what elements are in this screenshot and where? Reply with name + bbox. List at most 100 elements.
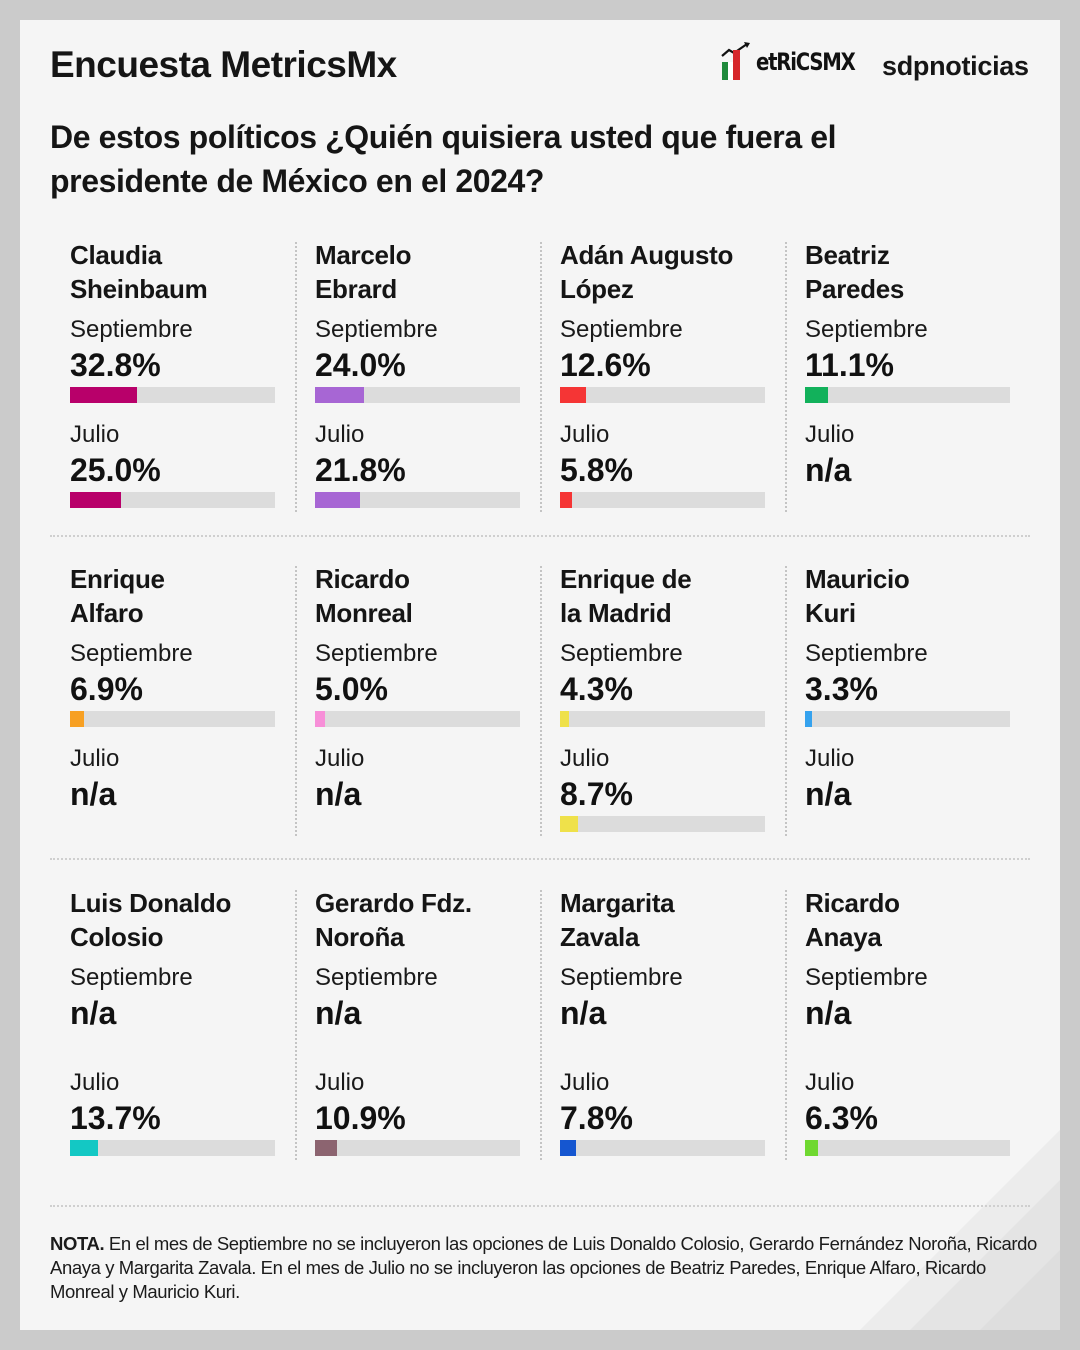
period-label-septiembre: Septiembre — [805, 964, 928, 991]
period-label-julio: Julio — [315, 745, 365, 772]
column-divider — [295, 242, 297, 512]
bar-track-julio — [560, 492, 765, 508]
bar-fill-septiembre — [560, 387, 586, 403]
bar-track-septiembre — [315, 387, 520, 403]
candidate-name-line: Paredes — [805, 274, 905, 304]
bar-fill-septiembre — [805, 387, 828, 403]
value-label-julio: 13.7% — [70, 1100, 161, 1136]
value-label-julio: n/a — [315, 776, 362, 812]
bar-fill-julio — [70, 492, 122, 508]
candidate-card: Enrique de la Madrid Septiembre 4.3% Julio 8.… — [540, 562, 765, 852]
bar-track-julio — [805, 1140, 1010, 1156]
trend-arrow-flag-icon — [721, 42, 750, 80]
value-label-julio: n/a — [70, 776, 117, 812]
candidate-name-line: Enrique de — [560, 564, 692, 594]
candidate-name-line: Zavala — [560, 922, 640, 952]
bar-fill-julio — [315, 492, 360, 508]
candidate-name-line: Sheinbaum — [70, 274, 208, 304]
value-label-septiembre: 12.6% — [560, 347, 651, 383]
candidate-name-line: Beatriz — [805, 240, 890, 270]
period-label-septiembre: Septiembre — [70, 640, 193, 667]
bar-fill-septiembre — [805, 711, 812, 727]
column-divider — [540, 890, 542, 1160]
period-label-septiembre: Septiembre — [560, 640, 683, 667]
metricsmx-logo: etRiCSMX — [720, 40, 880, 84]
candidate-name: Adán Augusto López — [560, 238, 775, 306]
candidate-row: Luis Donaldo Colosio Septiembre n/a Julio 13.… — [50, 886, 1030, 1210]
value-label-julio: 6.3% — [805, 1100, 878, 1136]
candidate-card: Enrique Alfaro Septiembre 6.9% Julio n/a — [50, 562, 275, 852]
value-label-septiembre: n/a — [560, 995, 607, 1031]
period-label-julio: Julio — [560, 421, 610, 448]
candidate-name-line: Adán Augusto — [560, 240, 734, 270]
row-divider — [50, 535, 1030, 537]
period-label-septiembre: Septiembre — [560, 316, 683, 343]
footer-divider — [50, 1205, 1030, 1207]
candidate-name: Margarita Zavala — [560, 886, 775, 954]
candidate-name: Beatriz Paredes — [805, 238, 1020, 306]
value-label-septiembre: n/a — [70, 995, 117, 1031]
footnote-lead: NOTA. — [50, 1233, 105, 1254]
value-label-septiembre: n/a — [315, 995, 362, 1031]
candidate-card: Beatriz Paredes Septiembre 11.1% Julio n/a — [785, 238, 1010, 528]
candidate-name-line: Ricardo — [315, 564, 410, 594]
column-divider — [785, 890, 787, 1160]
period-label-septiembre: Septiembre — [70, 316, 193, 343]
bar-track-julio — [70, 492, 275, 508]
candidate-name-line: Claudia — [70, 240, 162, 270]
column-divider — [785, 242, 787, 512]
candidate-card: Ricardo Anaya Septiembre n/a Julio 6.3% — [785, 886, 1010, 1176]
value-label-septiembre: 5.0% — [315, 671, 388, 707]
candidate-name: Ricardo Monreal — [315, 562, 530, 630]
period-label-septiembre: Septiembre — [560, 964, 683, 991]
value-label-julio: n/a — [805, 452, 852, 488]
bar-track-julio — [70, 1140, 275, 1156]
candidate-card: Gerardo Fdz. Noroña Septiembre n/a Julio 10.9… — [295, 886, 520, 1176]
candidate-name-line: la Madrid — [560, 598, 672, 628]
bar-track-septiembre — [805, 387, 1010, 403]
bar-fill-julio — [315, 1140, 338, 1156]
candidate-name-line: Colosio — [70, 922, 164, 952]
value-label-septiembre: 11.1% — [805, 347, 894, 383]
candidate-name-line: López — [560, 274, 634, 304]
column-divider — [540, 566, 542, 836]
value-label-septiembre: 4.3% — [560, 671, 633, 707]
infographic-card: Encuesta MetricsMx etRiCSMX sdpnoticias … — [20, 20, 1060, 1330]
candidate-name-line: Enrique — [70, 564, 165, 594]
period-label-julio: Julio — [560, 745, 610, 772]
value-label-julio: 8.7% — [560, 776, 633, 812]
period-label-julio: Julio — [805, 1069, 855, 1096]
value-label-septiembre: 24.0% — [315, 347, 406, 383]
candidate-name-line: Noroña — [315, 922, 405, 952]
candidate-name-line: Gerardo Fdz. — [315, 888, 472, 918]
bar-track-julio — [315, 1140, 520, 1156]
value-label-julio: 10.9% — [315, 1100, 406, 1136]
bar-track-septiembre — [315, 711, 520, 727]
survey-question: De estos políticos ¿Quién quisiera usted… — [50, 119, 837, 199]
bar-track-julio — [560, 1140, 765, 1156]
candidates-grid: Claudia Sheinbaum Septiembre 32.8% Julio 25.0… — [50, 238, 1030, 1210]
candidate-name: Mauricio Kuri — [805, 562, 1020, 630]
period-label-septiembre: Septiembre — [315, 640, 438, 667]
candidate-card: Adán Augusto López Septiembre 12.6% Julio 5.8… — [540, 238, 765, 528]
candidate-name-line: Marcelo — [315, 240, 412, 270]
period-label-septiembre: Septiembre — [315, 316, 438, 343]
column-divider — [295, 890, 297, 1160]
value-label-septiembre: n/a — [805, 995, 852, 1031]
period-label-septiembre: Septiembre — [805, 316, 928, 343]
metricsmx-logo-text: etRiCSMX — [756, 48, 856, 76]
period-label-julio: Julio — [805, 745, 855, 772]
candidate-card: Claudia Sheinbaum Septiembre 32.8% Julio 25.0… — [50, 238, 275, 528]
bar-track-julio — [315, 492, 520, 508]
candidate-name-line: Margarita — [560, 888, 675, 918]
bar-fill-septiembre — [560, 711, 569, 727]
candidate-card: Ricardo Monreal Septiembre 5.0% Julio n/a — [295, 562, 520, 852]
candidate-card: Mauricio Kuri Septiembre 3.3% Julio n/a — [785, 562, 1010, 852]
footnote: NOTA. En el mes de Septiembre no se incl… — [50, 1232, 1040, 1304]
period-label-septiembre: Septiembre — [805, 640, 928, 667]
column-divider — [540, 242, 542, 512]
period-label-julio: Julio — [315, 1069, 365, 1096]
candidate-name: Enrique Alfaro — [70, 562, 285, 630]
candidate-name-line: Luis Donaldo — [70, 888, 232, 918]
candidate-card: Luis Donaldo Colosio Septiembre n/a Julio 13.… — [50, 886, 275, 1176]
